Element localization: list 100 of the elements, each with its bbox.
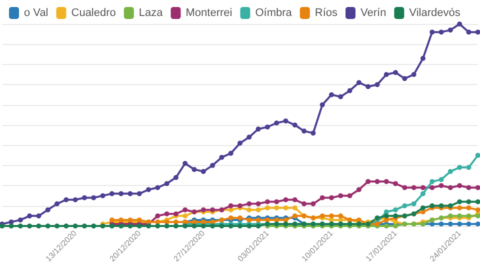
point bbox=[182, 160, 188, 166]
point bbox=[466, 205, 472, 210]
point bbox=[466, 185, 472, 190]
point bbox=[18, 224, 23, 228]
point bbox=[384, 224, 389, 228]
point bbox=[219, 154, 224, 160]
point bbox=[283, 205, 288, 210]
point bbox=[448, 168, 453, 174]
point bbox=[155, 213, 160, 218]
point bbox=[338, 94, 344, 100]
point bbox=[466, 221, 472, 226]
point bbox=[338, 193, 344, 198]
point bbox=[310, 201, 316, 206]
point bbox=[475, 185, 480, 190]
point bbox=[328, 195, 334, 200]
point bbox=[457, 221, 462, 226]
point bbox=[411, 72, 416, 77]
point bbox=[448, 221, 453, 226]
point bbox=[374, 82, 380, 88]
point bbox=[219, 224, 224, 228]
point bbox=[320, 195, 325, 200]
point bbox=[146, 224, 152, 228]
point bbox=[8, 224, 14, 228]
point bbox=[402, 203, 408, 208]
point bbox=[256, 224, 261, 228]
point bbox=[475, 221, 480, 226]
point bbox=[136, 224, 142, 228]
point bbox=[100, 224, 106, 228]
point bbox=[182, 224, 188, 228]
point bbox=[82, 195, 87, 200]
point bbox=[420, 205, 426, 210]
point bbox=[448, 185, 453, 190]
point bbox=[457, 22, 462, 26]
point bbox=[27, 224, 32, 228]
point bbox=[420, 209, 426, 214]
point bbox=[228, 207, 234, 212]
point bbox=[292, 122, 298, 128]
point bbox=[475, 199, 480, 204]
point bbox=[457, 164, 462, 170]
point bbox=[18, 217, 23, 222]
point bbox=[393, 224, 398, 228]
point bbox=[246, 207, 252, 212]
point bbox=[264, 205, 270, 210]
point bbox=[374, 179, 380, 184]
point bbox=[420, 185, 426, 190]
point bbox=[366, 84, 371, 90]
point bbox=[466, 30, 472, 35]
legend-label: Oímbra bbox=[255, 7, 293, 19]
point bbox=[384, 179, 389, 184]
point bbox=[274, 199, 280, 204]
point bbox=[27, 213, 32, 218]
point bbox=[100, 193, 106, 198]
point bbox=[448, 28, 453, 33]
point bbox=[393, 207, 398, 212]
point bbox=[246, 224, 252, 228]
point bbox=[210, 162, 216, 168]
point bbox=[438, 177, 444, 182]
point bbox=[264, 124, 270, 130]
point bbox=[128, 191, 133, 196]
point bbox=[302, 128, 307, 134]
legend-label: Vilardevós bbox=[409, 7, 461, 19]
point bbox=[54, 201, 60, 206]
point bbox=[274, 120, 280, 126]
point bbox=[182, 207, 188, 212]
point bbox=[238, 224, 242, 228]
point bbox=[164, 181, 170, 186]
point bbox=[420, 56, 426, 61]
point bbox=[238, 140, 242, 146]
point bbox=[430, 185, 435, 190]
point bbox=[328, 92, 334, 98]
point bbox=[475, 207, 480, 212]
point bbox=[192, 224, 197, 228]
point bbox=[0, 224, 5, 228]
point bbox=[246, 134, 252, 140]
point bbox=[393, 181, 398, 186]
point bbox=[274, 205, 280, 210]
point bbox=[109, 224, 114, 228]
point bbox=[155, 185, 160, 190]
legend-label: Monterrei bbox=[186, 7, 232, 19]
point bbox=[320, 102, 325, 108]
point bbox=[347, 88, 352, 94]
point bbox=[45, 224, 50, 228]
point bbox=[393, 70, 398, 75]
point bbox=[146, 187, 152, 192]
point bbox=[228, 150, 234, 156]
point bbox=[82, 224, 87, 228]
point bbox=[457, 199, 462, 204]
point bbox=[164, 211, 170, 216]
point bbox=[228, 224, 234, 228]
legend-label: Cualedro bbox=[71, 7, 116, 19]
point bbox=[155, 224, 160, 228]
point bbox=[128, 224, 133, 228]
point bbox=[72, 197, 78, 202]
point bbox=[466, 199, 472, 204]
point bbox=[328, 213, 334, 218]
point bbox=[264, 199, 270, 204]
point bbox=[109, 191, 114, 196]
point bbox=[411, 201, 416, 206]
legend-label: o Val bbox=[24, 7, 48, 19]
point bbox=[173, 224, 178, 228]
